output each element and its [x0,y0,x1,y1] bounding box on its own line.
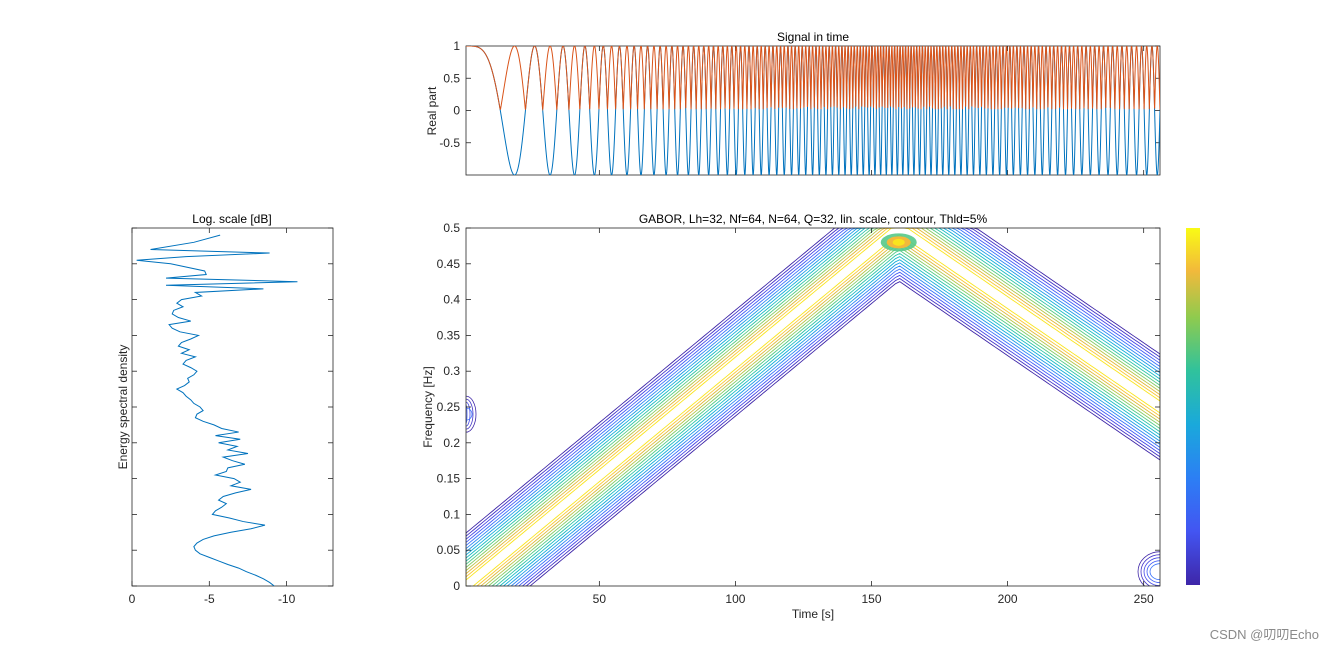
tfr-peak-core [892,238,905,246]
tfr-xticks: 50 100 150 200 250 [593,228,1154,606]
tfr-contour-line [466,228,1160,586]
tfr-contour-line [466,228,1160,586]
tfr-contour-line [466,228,1160,586]
tfr-ytick-label: 0.5 [443,221,460,235]
tfr-ytick-label: 0.15 [437,472,461,486]
signal-ytick-label: -0.5 [439,136,460,150]
tfr-edge-contour [466,398,474,430]
spectrum-ytick-marks [132,227,333,587]
tfr-xtick-label: 250 [1134,592,1154,606]
tfr-contour-line [466,228,1160,586]
tfr-title: GABOR, Lh=32, Nf=64, N=64, Q=32, lin. sc… [639,212,988,226]
tfr-ytick-label: 0.2 [443,436,460,450]
tfr-edge-contour [1143,557,1160,586]
tfr-contour-line [466,228,1160,586]
tfr-xlabel: Time [s] [792,607,834,621]
tfr-xtick-label: 150 [861,592,881,606]
tfr-ytick-label: 0.25 [437,400,461,414]
spectrum-title: Log. scale [dB] [192,212,271,226]
signal-ytick-label: 1 [453,39,460,53]
colorbar [1186,228,1200,585]
tfr-axes: GABOR, Lh=32, Nf=64, N=64, Q=32, lin. sc… [421,212,1161,621]
tfr-edge-contour [466,401,471,427]
tfr-contour-line [466,228,1160,586]
tfr-edge-contour [1149,563,1160,581]
signal-ytick-label: 0 [453,104,460,118]
signal-envelope-line [466,46,1160,112]
spectrum-xtick-label: 0 [129,592,136,606]
tfr-ytick-label: 0.1 [443,507,460,521]
tfr-xtick-label: 200 [998,592,1018,606]
tfr-edge-contour [466,407,473,421]
tfr-ytick-label: 0.4 [443,293,460,307]
tfr-ytick-label: 0.05 [437,543,461,557]
tfr-edge-contour [1146,560,1160,584]
signal-ytick-label: 0.5 [443,71,460,85]
tfr-xtick-label: 100 [725,592,745,606]
tfr-edge-contour [466,395,477,433]
tfr-contour-line [466,228,1160,586]
tfr-contours [466,228,1160,586]
spectrum-line [136,234,298,586]
spectrum-ylabel: Energy spectral density [116,345,130,470]
tfr-contour-line [466,228,1160,586]
tfr-contour-line [466,228,1160,586]
tfr-edge-contour [1137,551,1160,586]
watermark: CSDN @叨叨Echo [1209,627,1319,642]
spectrum-xticks: 0 -5 -10 [129,228,296,606]
spectrum-xtick-label: -5 [204,592,215,606]
tfr-plot-background [466,228,1160,586]
tfr-contour-line [466,228,1160,586]
tfr-edge-contour [1140,554,1160,586]
tfr-contour-line [466,228,1160,586]
tfr-ylabel: Frequency [Hz] [421,366,435,447]
tfr-contour-line [466,228,1160,586]
tfr-ytick-label: 0.45 [437,257,461,271]
tfr-contour-line [466,228,1160,586]
tfr-contour-line [466,228,1160,586]
tfr-xtick-label: 50 [593,592,607,606]
signal-ylabel: Real part [425,86,439,135]
signal-yticks: -0.5 0 0.5 1 [439,39,1160,150]
tfr-edge-contour [466,404,468,424]
tfr-ytick-label: 0.35 [437,328,461,342]
tfr-yticks: 0 0.05 0.1 0.15 0.2 0.25 0.3 0.35 0.4 0.45 0.5 [437,221,1160,593]
spectrum-axes: Log. scale [dB] Energy spectral density … [116,212,334,606]
tfr-contour-line [466,228,1160,586]
signal-title: Signal in time [777,30,849,44]
tfr-contour-line [466,228,1160,586]
tfr-ytick-label: 0 [453,579,460,593]
signal-axes: Signal in time Real part -0.5 0 0.5 1 [425,30,1161,176]
spectrum-xtick-label: -10 [278,592,296,606]
tfr-ytick-label: 0.3 [443,364,460,378]
